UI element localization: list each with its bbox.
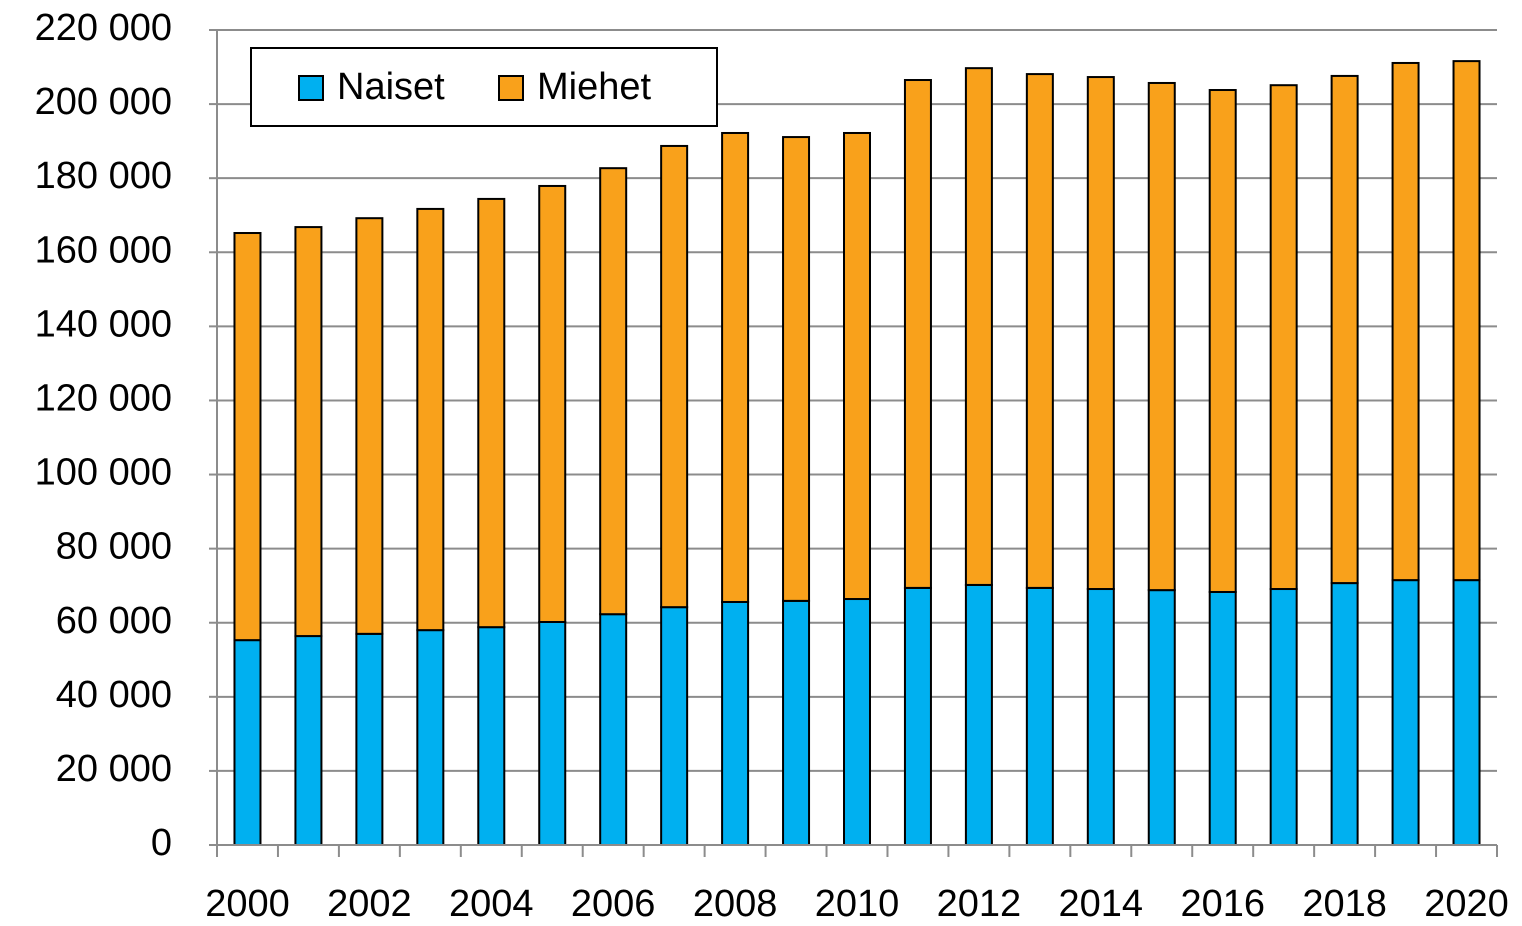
bar-segment [1025,586,1054,846]
bar-segment [538,620,567,847]
bar-segment [477,626,506,846]
bar-segment [903,586,932,846]
y-tick-label: 80 000 [56,526,172,568]
x-tick-label: 2008 [693,883,778,925]
bar-segment [1086,588,1115,847]
bar-segment [538,184,567,623]
bar-segment [355,217,384,635]
bar-segment [964,67,993,586]
y-tick-label: 100 000 [35,452,172,494]
x-tick-label: 2002 [327,883,412,925]
bar-segment [903,79,932,589]
bar-segment [1269,588,1298,847]
bar-segment [964,583,993,846]
bar-segment [1086,76,1115,591]
bar-segment [843,598,871,846]
bar-segment [1025,73,1054,589]
bar-segment [416,207,445,632]
y-tick-label: 120 000 [35,377,172,419]
y-tick-label: 20 000 [56,748,172,790]
bar-segment [599,613,628,847]
x-tick-label: 2006 [571,883,656,925]
bar-segment [1452,579,1481,846]
bar-segment [1391,579,1420,846]
x-tick-label: 2010 [815,883,900,925]
bar-segment [294,635,323,847]
bar-segment [1208,89,1237,593]
bar-segment [477,197,506,629]
y-tick-label: 180 000 [35,155,172,197]
bar-segment [599,167,628,616]
y-tick-label: 0 [151,822,172,864]
y-tick-label: 160 000 [35,229,172,271]
y-tick-label: 140 000 [35,303,172,345]
x-tick-label: 2014 [1059,883,1144,925]
bar-segment [1330,74,1359,585]
x-tick-label: 2000 [205,883,290,925]
legend-label: Miehet [537,66,651,108]
bar-segment [233,639,262,846]
bar-segment [660,606,689,846]
bar-segment [1208,590,1237,847]
bar-segment [1269,84,1298,591]
bar-segment [782,599,811,847]
bar-segment [843,131,871,601]
bar-segment [1147,81,1176,592]
legend: Naiset Miehet [250,47,718,127]
bar-segment [294,226,323,638]
bar-segment [233,232,262,642]
x-tick-label: 2018 [1302,883,1387,925]
bar-segment [1391,61,1420,582]
bar-segment [721,131,750,603]
legend-swatch [498,75,524,101]
legend-swatch [298,75,324,101]
bar-segment [782,136,811,602]
bar-segment [355,632,384,846]
x-tick-label: 2012 [937,883,1022,925]
legend-box [250,47,718,127]
x-tick-label: 2020 [1424,883,1509,925]
y-tick-label: 220 000 [35,7,172,49]
bar-segment [1147,589,1176,846]
x-tick-label: 2016 [1180,883,1265,925]
x-tick-label: 2004 [449,883,534,925]
y-tick-label: 40 000 [56,674,172,716]
y-tick-label: 200 000 [35,81,172,123]
bar-segment [721,600,750,846]
bar-segment [416,629,445,846]
legend-label: Naiset [337,66,445,108]
y-tick-label: 60 000 [56,600,172,642]
bar-segment [1452,60,1481,582]
bar-segment [1330,582,1359,846]
bar-segment [660,144,689,609]
